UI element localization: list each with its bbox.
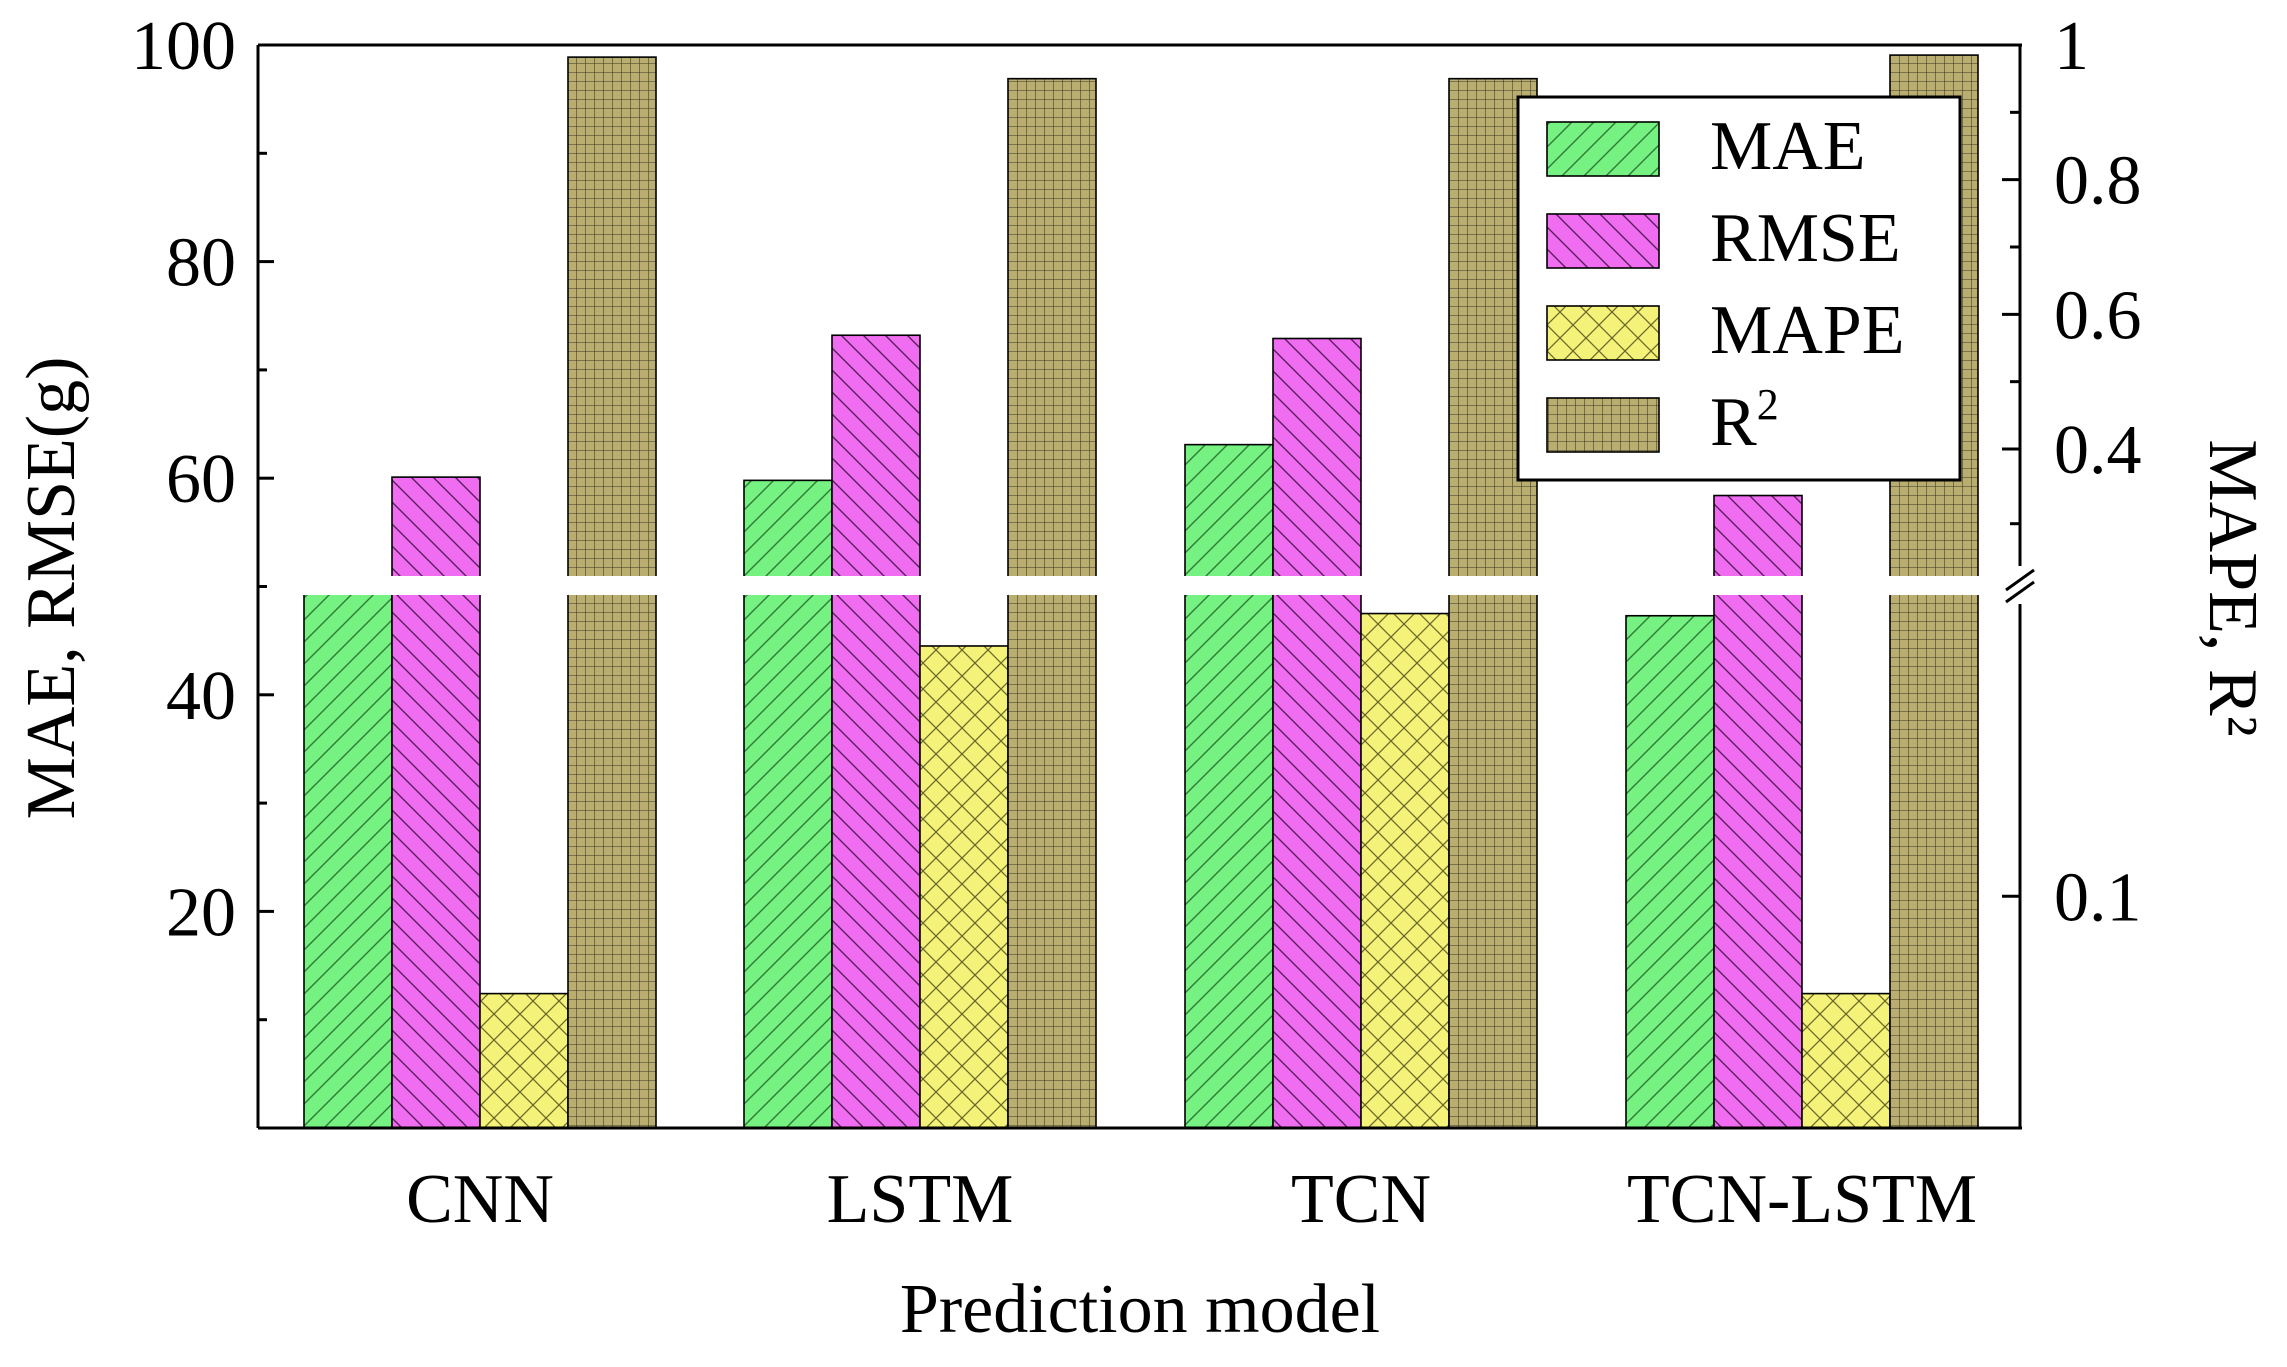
legend-swatch-mape <box>1546 305 1660 361</box>
right-axis-ticks: 0.1 0.4 0.6 0.8 1 <box>2002 8 2142 936</box>
bar-mae-tcn <box>1184 443 1274 1129</box>
left-tick-label: 100 <box>131 8 236 85</box>
axis-break-mark <box>2005 568 2035 604</box>
right-tick-label: 0.4 <box>2054 412 2142 489</box>
legend-label-rmse: RMSE <box>1710 200 1901 277</box>
bar-mape-tcn-lstm <box>1801 992 1891 1129</box>
bar-rmse-tcn <box>1272 337 1362 1129</box>
legend-swatch-r2 <box>1546 397 1660 453</box>
y-axis-title-left: MAE, RMSE(g) <box>13 357 90 820</box>
y-axis-title-right: MAPE, R² <box>2194 439 2271 736</box>
left-tick-label: 20 <box>166 874 236 951</box>
left-tick-label: 60 <box>166 441 236 518</box>
category-label-tcn: TCN <box>1291 1161 1431 1238</box>
right-tick-label: 1 <box>2054 8 2089 85</box>
right-tick-label: 0.1 <box>2054 859 2142 936</box>
left-axis-ticks: 20 40 60 80 100 <box>131 8 274 1022</box>
axis-break-band <box>260 576 2020 595</box>
legend-label-mae: MAE <box>1710 108 1866 185</box>
bar-mae-cnn <box>303 588 393 1129</box>
bar-mape-lstm <box>919 645 1009 1129</box>
bar-mape-cnn <box>479 992 569 1129</box>
bar-r2-lstm <box>1007 77 1097 1129</box>
legend-swatch-rmse <box>1546 213 1660 269</box>
category-label-tcn-lstm: TCN-LSTM <box>1627 1161 1977 1238</box>
legend-swatch-mae <box>1546 121 1660 177</box>
bar-rmse-tcn-lstm <box>1713 494 1803 1129</box>
x-axis-title: Prediction model <box>900 1271 1380 1348</box>
right-tick-label: 0.8 <box>2054 143 2142 220</box>
bar-rmse-cnn <box>391 476 481 1129</box>
category-label-cnn: CNN <box>406 1161 554 1238</box>
legend-label-mape: MAPE <box>1710 292 1904 369</box>
left-tick-label: 40 <box>166 658 236 735</box>
left-tick-label: 80 <box>166 225 236 302</box>
bar-mape-tcn <box>1360 612 1450 1129</box>
bar-mae-tcn-lstm <box>1625 614 1715 1129</box>
category-label-lstm: LSTM <box>827 1161 1014 1238</box>
right-tick-label: 0.6 <box>2054 277 2142 354</box>
category-labels: CNN LSTM TCN TCN-LSTM <box>406 1161 1977 1238</box>
bar-rmse-lstm <box>831 334 921 1129</box>
